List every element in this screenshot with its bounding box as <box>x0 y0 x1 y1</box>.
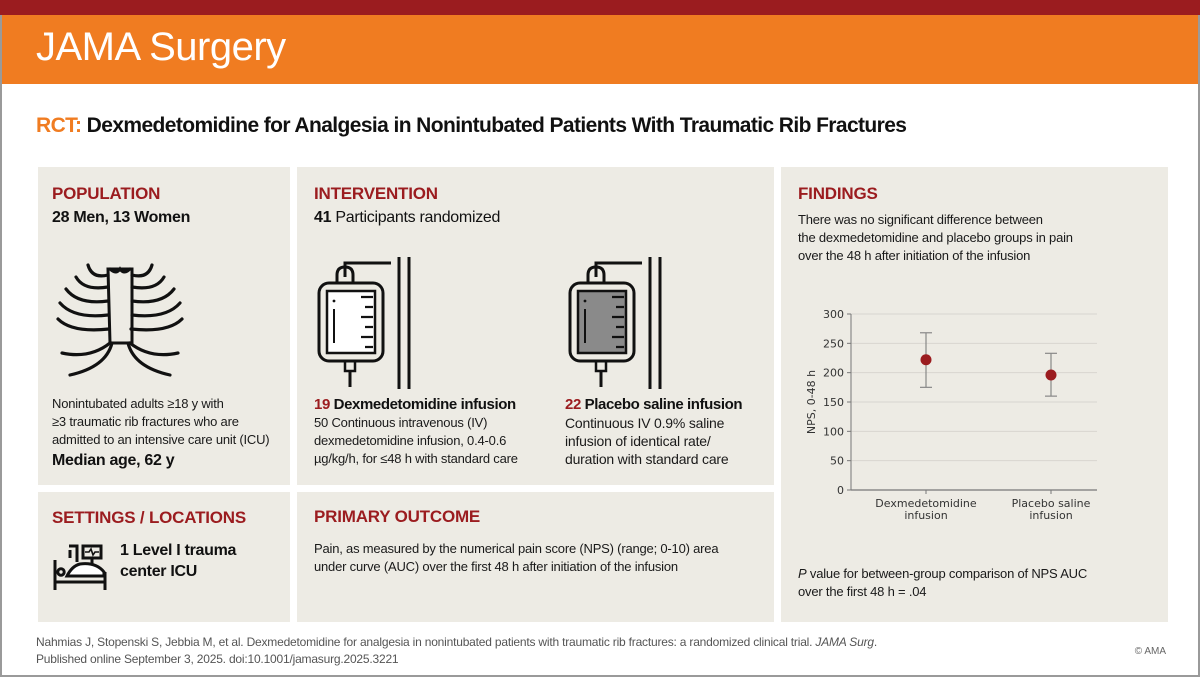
x-tick-label: infusion <box>1029 509 1072 522</box>
top-accent-bar <box>0 0 1200 15</box>
primary-outcome-panel: PRIMARY OUTCOME Pain, as measured by the… <box>297 492 774 622</box>
randomized-summary: 41 Participants randomized <box>314 209 501 226</box>
primary-outcome-text: Pain, as measured by the numerical pain … <box>314 541 719 574</box>
citation: Nahmias J, Stopenski S, Jebbia M, et al.… <box>36 635 877 666</box>
journal-title: JAMA Surgery <box>36 25 286 69</box>
y-tick-label: 150 <box>823 396 844 409</box>
arm-1-name: Dexmedetomidine infusion <box>329 396 516 413</box>
icu-bed-icon <box>53 544 107 590</box>
arm-placebo: 22 Placebo saline infusion Continuous IV… <box>565 396 765 468</box>
settings-panel: SETTINGS / LOCATIONS 1 Level I trauma ce… <box>38 492 290 622</box>
arm-2-name: Placebo saline infusion <box>580 396 743 413</box>
y-tick-label: 250 <box>823 337 844 350</box>
x-tick-label: infusion <box>904 509 947 522</box>
nps-chart: 0 50 100 150 200 250 300 NPS, 0-48 h Dexmedetomi… <box>805 308 1097 522</box>
population-heading: POPULATION <box>52 184 161 203</box>
p-value-text: P value for between-group comparison of … <box>798 566 1088 599</box>
data-point <box>1045 369 1057 381</box>
median-age: Median age, 62 y <box>52 452 175 469</box>
data-point <box>920 354 932 366</box>
x-tick-label: Placebo saline <box>1012 497 1091 510</box>
population-panel: POPULATION 28 Men, 13 Women Nonintubated… <box>38 167 290 485</box>
settings-location: 1 Level I trauma center ICU <box>120 542 237 580</box>
iv-bag-icon <box>317 257 411 389</box>
arm-dexmedetomidine: 19 Dexmedetomidine infusion 50 Continuou… <box>314 396 544 468</box>
y-tick-label: 50 <box>830 455 844 468</box>
y-tick-label: 0 <box>837 484 844 497</box>
page-title: RCT: Dexmedetomidine for Analgesia in No… <box>36 114 907 138</box>
population-description: Nonintubated adults ≥18 y with ≥3 trauma… <box>52 396 270 447</box>
intervention-heading: INTERVENTION <box>314 184 438 203</box>
population-summary: 28 Men, 13 Women <box>52 209 191 226</box>
arm-1-count: 19 <box>314 396 330 413</box>
rib-cage-icon <box>56 263 184 377</box>
findings-panel: FINDINGS There was no significant differ… <box>781 167 1168 622</box>
iv-bag-icon <box>568 257 662 389</box>
intervention-panel: INTERVENTION 41 Participants randomized … <box>297 167 774 485</box>
y-tick-label: 100 <box>823 425 844 438</box>
arm-2-count: 22 <box>565 396 581 413</box>
copyright: © AMA <box>1134 646 1166 657</box>
x-tick-label: Dexmedetomidine <box>875 497 977 510</box>
primary-outcome-heading: PRIMARY OUTCOME <box>314 507 481 526</box>
title-text: Dexmedetomidine for Analgesia in Nonintu… <box>81 114 907 137</box>
arm-2-description: Continuous IV 0.9% saline infusion of id… <box>565 415 729 467</box>
settings-heading: SETTINGS / LOCATIONS <box>52 508 247 527</box>
y-tick-label: 200 <box>823 367 844 380</box>
title-prefix: RCT: <box>36 114 82 137</box>
y-axis-label: NPS, 0-48 h <box>805 370 818 434</box>
arm-1-description: 50 Continuous intravenous (IV) dexmedeto… <box>314 415 518 466</box>
findings-summary: There was no significant difference betw… <box>798 212 1073 263</box>
journal-header: JAMA Surgery <box>2 15 1198 84</box>
findings-heading: FINDINGS <box>798 184 878 203</box>
y-tick-label: 300 <box>823 308 844 321</box>
